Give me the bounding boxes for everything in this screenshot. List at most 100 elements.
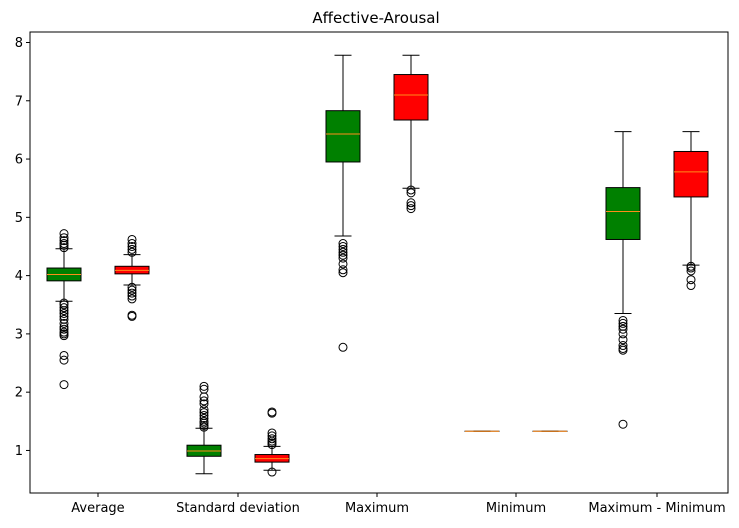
outlier-point — [199, 416, 209, 426]
outlier-point — [127, 294, 137, 304]
outlier-point — [618, 318, 628, 328]
box-body — [605, 187, 641, 240]
outlier-point — [199, 384, 209, 394]
outlier-point — [59, 308, 69, 318]
outlier-point — [338, 253, 348, 263]
y-tick-label: 2 — [15, 386, 23, 401]
boxes-layer — [46, 54, 709, 477]
box-red — [254, 407, 290, 477]
outlier-point — [618, 329, 628, 339]
outlier-point — [618, 335, 628, 345]
outlier-point — [406, 185, 416, 195]
outlier-point — [127, 239, 137, 249]
box-red — [673, 131, 709, 291]
outlier-point — [338, 342, 348, 352]
box-body — [393, 74, 429, 121]
box-red — [114, 234, 150, 321]
outlier-point — [59, 243, 69, 253]
x-tick-label: Standard deviation — [176, 501, 300, 516]
box-green — [605, 131, 641, 429]
outlier-point — [199, 413, 209, 423]
outlier-point — [59, 311, 69, 321]
outlier-point — [338, 265, 348, 275]
outlier-point — [267, 428, 277, 438]
outlier-point — [406, 198, 416, 208]
outlier-point — [618, 345, 628, 355]
outlier-point — [127, 285, 137, 295]
outlier-point — [686, 275, 696, 285]
outlier-point — [618, 341, 628, 351]
outlier-point — [267, 407, 277, 417]
outlier-point — [618, 419, 628, 429]
box-green — [325, 54, 361, 352]
chart-title: Affective-Arousal — [312, 9, 439, 27]
box-body — [325, 110, 361, 163]
y-axis: 1 2 3 4 5 6 7 8 — [15, 36, 30, 459]
outlier-point — [618, 321, 628, 331]
outlier-point — [59, 314, 69, 324]
outlier-point — [59, 239, 69, 249]
outlier-point — [618, 315, 628, 325]
outlier-point — [199, 410, 209, 420]
outlier-point — [59, 318, 69, 328]
x-tick-label: Maximum - Minimum — [588, 501, 725, 516]
outlier-point — [199, 396, 209, 406]
y-tick-label: 8 — [15, 36, 23, 51]
x-tick-label: Minimum — [486, 501, 546, 516]
box-green — [46, 229, 82, 390]
outlier-point — [686, 266, 696, 276]
outlier-point — [59, 303, 69, 313]
x-tick-label: Average — [71, 501, 124, 516]
outlier-point — [406, 204, 416, 214]
outlier-point — [338, 259, 348, 269]
outlier-point — [338, 247, 348, 257]
outlier-point — [338, 268, 348, 278]
outlier-point — [199, 381, 209, 391]
y-tick-label: 5 — [15, 211, 23, 226]
box-red — [393, 54, 429, 214]
outlier-point — [267, 467, 277, 477]
y-tick-label: 1 — [15, 444, 23, 459]
outlier-point — [59, 233, 69, 243]
outlier-point — [199, 408, 209, 418]
outlier-point — [338, 241, 348, 251]
x-tick-label: Maximum — [345, 501, 409, 516]
outlier-point — [127, 234, 137, 244]
outlier-point — [338, 250, 348, 260]
outlier-point — [127, 241, 137, 251]
outlier-point — [59, 236, 69, 246]
outlier-point — [406, 201, 416, 211]
outlier-point — [338, 239, 348, 249]
outlier-point — [199, 420, 209, 430]
outlier-point — [406, 188, 416, 198]
outlier-point — [127, 247, 137, 257]
outlier-point — [267, 431, 277, 441]
outlier-point — [267, 434, 277, 444]
outlier-point — [127, 291, 137, 301]
outlier-point — [618, 324, 628, 334]
outlier-point — [127, 288, 137, 298]
y-tick-label: 3 — [15, 327, 23, 342]
outlier-point — [59, 229, 69, 239]
outlier-point — [199, 405, 209, 415]
box-green — [186, 381, 222, 475]
y-tick-label: 7 — [15, 94, 23, 109]
outlier-point — [127, 282, 137, 292]
outlier-point — [59, 355, 69, 365]
box-body — [673, 150, 709, 198]
outlier-point — [686, 281, 696, 291]
outlier-point — [59, 298, 69, 308]
outlier-point — [199, 399, 209, 409]
outlier-point — [59, 380, 69, 390]
outlier-point — [338, 244, 348, 254]
plot-frame — [29, 31, 729, 494]
x-axis: Average Standard deviation Maximum Minimum M… — [71, 493, 726, 516]
outlier-point — [59, 327, 69, 337]
outlier-point — [59, 350, 69, 360]
outlier-point — [127, 244, 137, 254]
y-tick-label: 4 — [15, 269, 23, 284]
outlier-point — [686, 261, 696, 271]
outlier-point — [618, 343, 628, 353]
y-tick-label: 6 — [15, 153, 23, 168]
